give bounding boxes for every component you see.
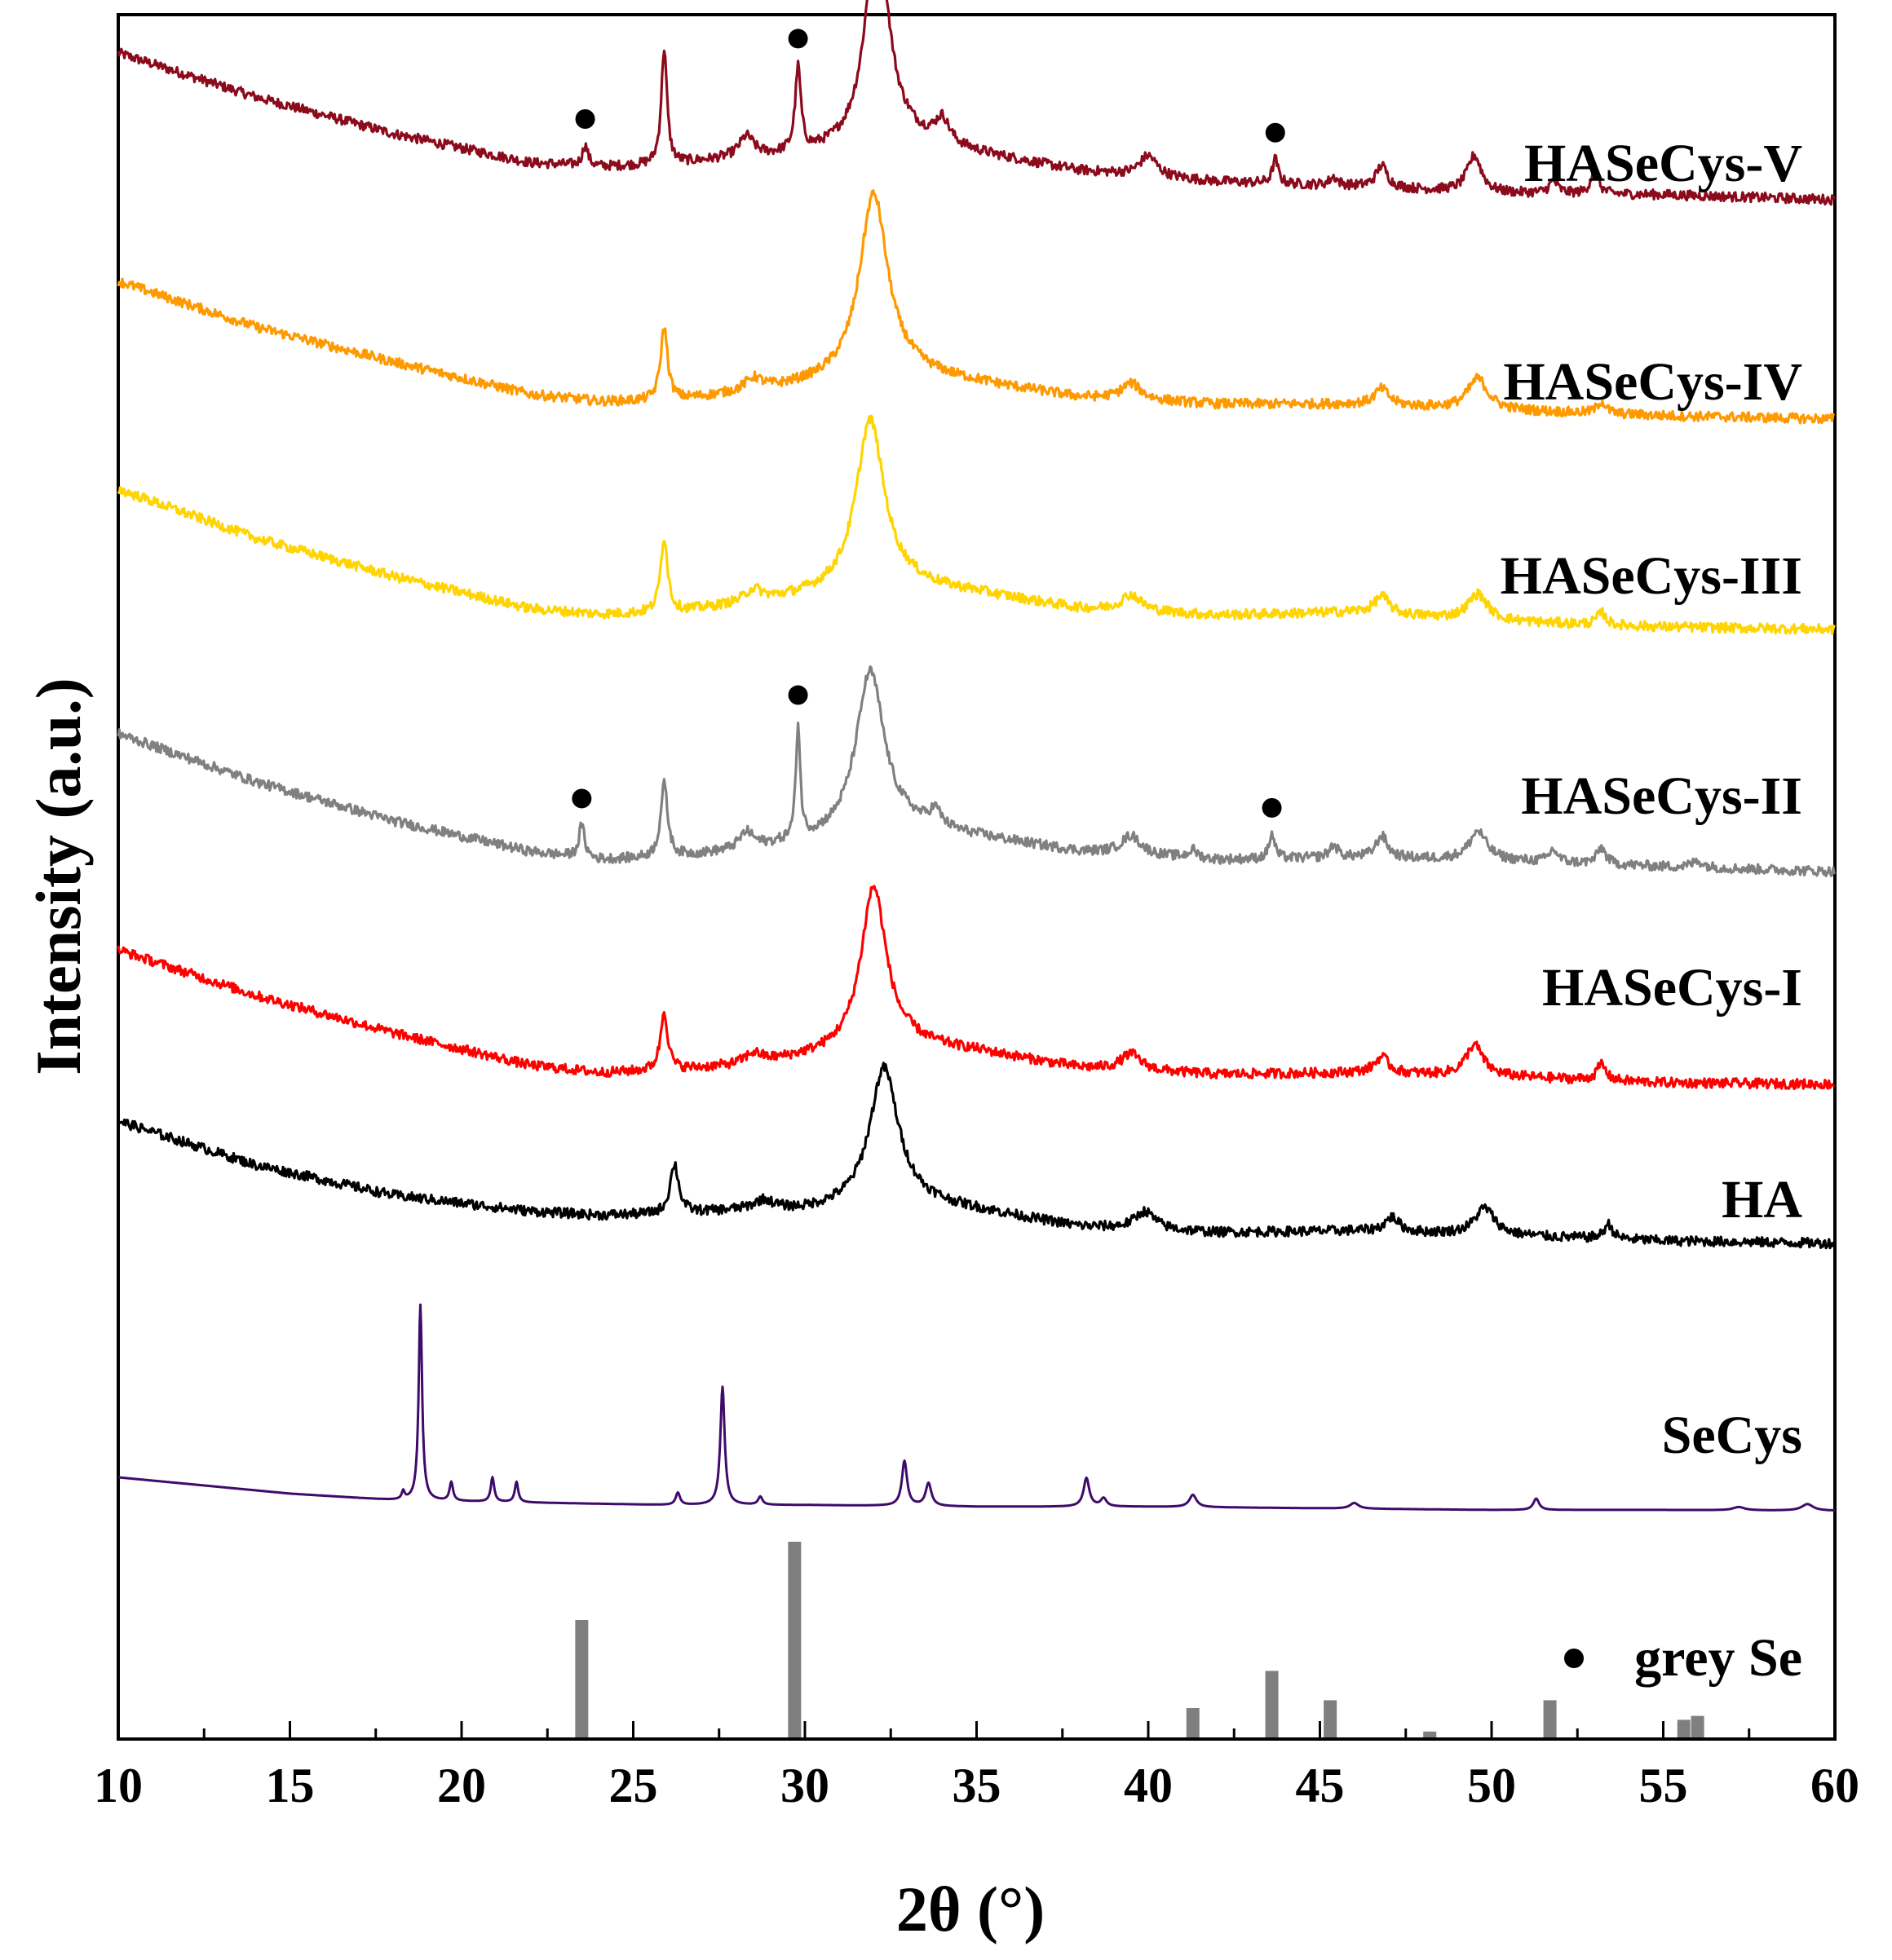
reference-stick <box>1543 1700 1557 1737</box>
phase-marker-dot <box>572 788 592 809</box>
x-tick-label: 35 <box>953 1759 1001 1812</box>
legend-label-grey-se: grey Se <box>1634 1628 1802 1688</box>
series-line-hasecys-ii <box>117 665 1836 877</box>
x-tick-label: 40 <box>1124 1759 1173 1812</box>
x-tick-label: 50 <box>1467 1759 1516 1812</box>
series-line-secys <box>117 1303 1836 1512</box>
series-line-hasecys-v <box>117 0 1836 206</box>
series-labels: HASeCys-V HASeCys-IV HASeCys-III HASeCys-II… <box>1501 134 1803 1688</box>
x-tick-label: 10 <box>94 1759 143 1812</box>
phase-marker-dot <box>575 108 595 129</box>
phase-marker-dot <box>788 29 808 49</box>
x-tick-label: 20 <box>437 1759 486 1812</box>
series-label-hasecys-ii: HASeCys-II <box>1521 766 1802 826</box>
x-tick-label: 30 <box>780 1759 829 1812</box>
reference-stick <box>1186 1708 1200 1737</box>
reference-stick <box>1677 1719 1691 1737</box>
x-tick-label: 25 <box>609 1759 658 1812</box>
x-tick-label: 15 <box>266 1759 315 1812</box>
x-tick-label: 45 <box>1296 1759 1345 1812</box>
reference-stick <box>1324 1700 1337 1737</box>
series-line-ha <box>117 1062 1836 1250</box>
series-line-hasecys-iii <box>117 414 1836 635</box>
plot-frame <box>117 13 1837 1741</box>
x-tick-label: 60 <box>1810 1759 1859 1812</box>
phase-markers <box>572 29 1285 818</box>
phase-marker-dot <box>788 685 808 705</box>
x-tick-label: 55 <box>1639 1759 1688 1812</box>
phase-marker-dot <box>1265 122 1285 143</box>
x-axis-tick-labels: 10 15 20 25 30 35 40 45 50 55 60 <box>94 1759 1859 1812</box>
reference-stick <box>788 1542 802 1737</box>
legend-marker-dot <box>1564 1649 1584 1668</box>
series-line-hasecys-i <box>117 885 1835 1090</box>
series-label-hasecys-i: HASeCys-I <box>1542 958 1802 1018</box>
series-label-hasecys-v: HASeCys-V <box>1524 134 1802 193</box>
series-label-hasecys-iv: HASeCys-IV <box>1503 352 1802 412</box>
reference-stick <box>1423 1731 1437 1737</box>
series-lines <box>117 0 1836 1512</box>
series-label-ha: HA <box>1722 1170 1802 1229</box>
x-axis-ticks <box>117 1721 1837 1739</box>
reference-stick <box>1265 1671 1279 1737</box>
x-axis-title: 2θ (°) <box>896 1874 1045 1945</box>
y-axis-title: Intensity (a.u.) <box>23 678 94 1075</box>
phase-marker-dot <box>1262 797 1282 818</box>
series-line-hasecys-iv <box>117 189 1836 425</box>
series-label-secys: SeCys <box>1662 1406 1802 1465</box>
reference-sticks <box>575 1542 1704 1737</box>
series-label-hasecys-iii: HASeCys-III <box>1501 546 1802 606</box>
reference-stick <box>1691 1715 1704 1737</box>
reference-stick <box>575 1620 589 1737</box>
